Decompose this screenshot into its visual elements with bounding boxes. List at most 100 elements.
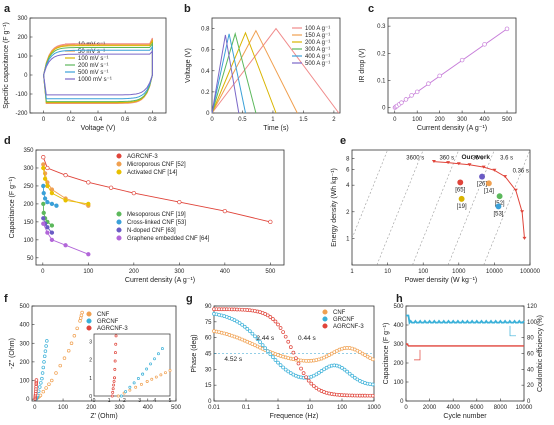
phase-point (370, 382, 375, 387)
y-tick-label-d: 350 (23, 148, 34, 154)
y-axis-label-c: IR drop (V) (359, 48, 366, 82)
nyquist-point (40, 376, 44, 381)
ragone-point (431, 160, 436, 164)
ir-point (437, 73, 442, 79)
ragone-point (456, 162, 461, 166)
y-tick-label-d: 200 (23, 202, 34, 208)
inset-point (132, 381, 136, 385)
rate-point (42, 196, 48, 201)
y-tick-label-c: 0 (382, 106, 386, 112)
nyquist-point (43, 349, 48, 353)
inset-frame (93, 333, 171, 397)
nyquist-point (36, 389, 41, 393)
x-tick-label-a: 0 (42, 117, 46, 123)
rate-point (54, 203, 59, 208)
ref-label: [65] (455, 187, 465, 193)
ref-label: [26] (477, 182, 487, 188)
inset-point (160, 347, 164, 351)
inset-point (145, 367, 149, 371)
iso-time-line (351, 149, 388, 239)
phase-point (350, 373, 355, 378)
phase-point (250, 331, 255, 336)
nyquist-point (75, 326, 79, 331)
y-tick-label-a: -100 (15, 92, 28, 98)
y-tick-label-f: 300 (19, 341, 30, 347)
legend-swatch-f (86, 325, 92, 331)
inset-x-tick-label: 0 (93, 398, 96, 404)
phase-point (240, 322, 245, 327)
nyquist-point (79, 313, 84, 318)
legend-swatch-g (322, 316, 328, 322)
x-tick-label-f: 100 (58, 405, 69, 411)
inset-point (113, 367, 117, 371)
plot-frame-c (387, 17, 517, 114)
y-tick-label-b: 0.6 (201, 48, 210, 54)
panel-label-a: a (4, 3, 11, 15)
x-tick-label-g: 1 (276, 405, 280, 411)
efficiency-axis-arrow (509, 325, 516, 337)
y-tick-label-a: 100 (17, 54, 28, 60)
y-axis-label-f: -Z″ (Ohm) (9, 338, 16, 369)
inset-point (134, 385, 138, 389)
phase-point (263, 346, 268, 350)
tau-label: 0.44 s (298, 335, 316, 342)
y-tick-label-d: 50 (27, 256, 34, 262)
x-tick-label-h: 6000 (470, 405, 484, 411)
legend-swatch-f (86, 318, 92, 324)
legend-entry-d: Microporous CNF [52] (127, 162, 186, 168)
nyquist-point (58, 363, 62, 368)
ragone-point (520, 210, 525, 214)
y-tick-label-c: 0.1 (377, 78, 386, 84)
iso-time-line (483, 149, 531, 266)
phase-point (253, 334, 257, 339)
x-tick-label-d: 300 (174, 269, 185, 275)
plot-frame-d (35, 149, 285, 266)
y-tick-label-b: 0.4 (201, 69, 210, 75)
ragone-point (503, 175, 508, 179)
nyquist-point (54, 371, 58, 375)
ref-label: [14] (484, 188, 494, 194)
phase-point (301, 371, 306, 375)
x-tick-label-e: 100000 (520, 269, 541, 275)
legend-entry-a: 1000 mV s⁻¹ (78, 77, 112, 83)
x-tick-label-d: 400 (220, 269, 231, 275)
x-tick-label-c: 0 (393, 117, 397, 123)
legend-swatch-d (116, 227, 122, 233)
rate-point (222, 208, 227, 214)
phase-point (291, 350, 296, 355)
nyquist-point (44, 344, 48, 348)
inset-point (141, 372, 145, 376)
y-tick-label-f: 500 (19, 304, 30, 310)
x-axis-label-g: Frequence (Hz) (270, 413, 319, 420)
legend-swatch-d (116, 211, 122, 217)
y-axis-label-g: Phase (deg) (191, 334, 198, 372)
x-tick-label-g: 0.1 (242, 405, 251, 411)
x-tick-label-b: 0 (210, 117, 214, 123)
phase-point (304, 375, 309, 380)
nyquist-point (50, 378, 54, 383)
iso-time-label: 360 s (439, 156, 454, 162)
legend-swatch-d (116, 153, 122, 159)
nyquist-point (45, 339, 49, 343)
rate-point (41, 201, 46, 207)
ref-point (479, 173, 486, 180)
rate-point (86, 252, 91, 257)
phase-point (340, 366, 344, 370)
legend-entry-d: Cross-linked CNF [53] (127, 220, 186, 226)
tau-label: 2.44 s (256, 335, 274, 342)
x-axis-label-e: Power density (W kg⁻¹) (405, 277, 478, 284)
ref-label: [19] (457, 204, 467, 210)
y-tick-label-e: 2 (346, 210, 350, 216)
inset-x-tick-label: 3 (138, 398, 141, 404)
x-tick-label-h: 4000 (447, 405, 461, 411)
rate-point (63, 243, 68, 248)
nyquist-point (44, 386, 48, 390)
phase-point (286, 369, 291, 374)
y-tick-label-h: 100 (527, 320, 538, 326)
rate-point (49, 223, 55, 228)
y-tick-label-h: 400 (393, 323, 404, 329)
gcd-curve (211, 34, 240, 114)
x-tick-label-d: 500 (265, 269, 276, 275)
inset-point (114, 342, 118, 346)
